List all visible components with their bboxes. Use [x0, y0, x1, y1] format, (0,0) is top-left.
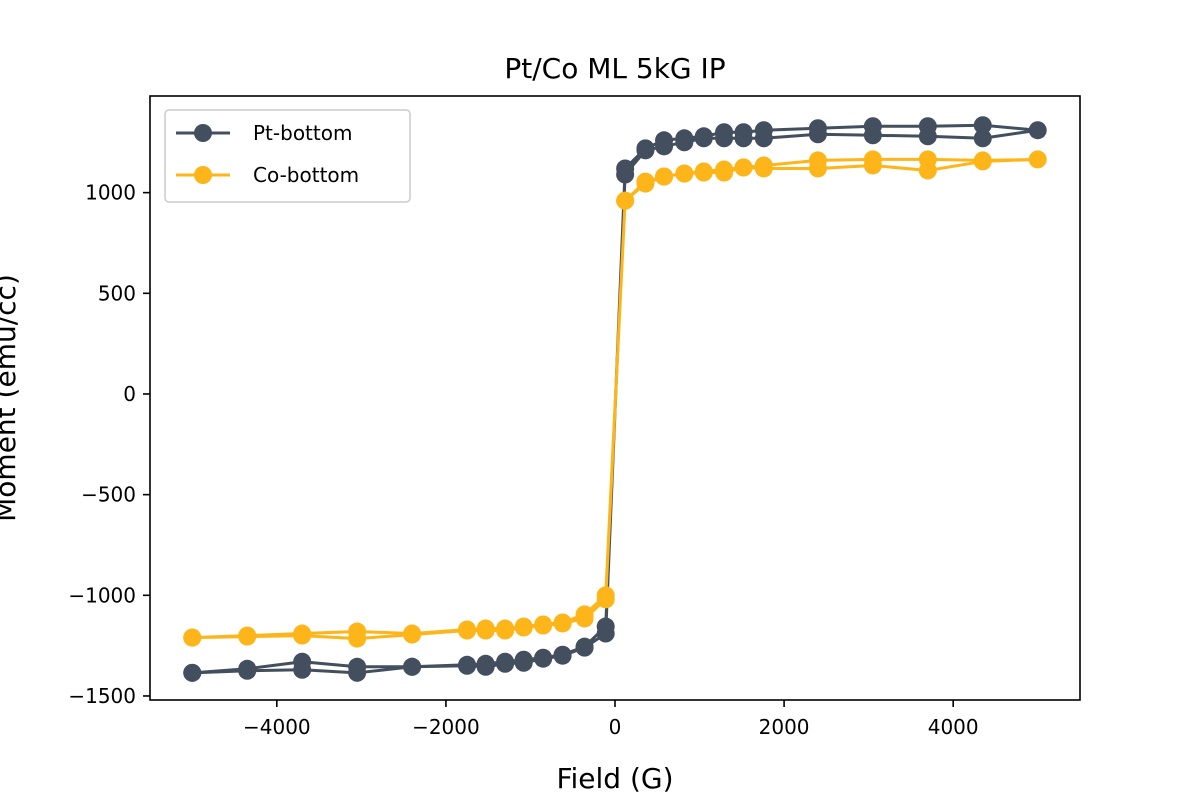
series-pt-bottom: [183, 116, 1047, 682]
data-point-pt-bottom: [476, 654, 495, 673]
data-point-co-bottom: [1028, 150, 1047, 169]
data-point-co-bottom: [348, 622, 367, 641]
x-axis: −4000 −2000 0 2000 4000: [243, 700, 979, 739]
data-point-co-bottom: [553, 613, 572, 632]
data-point-pt-bottom: [694, 129, 713, 148]
data-point-co-bottom: [596, 586, 615, 605]
data-point-pt-bottom: [496, 652, 515, 671]
data-point-pt-bottom: [293, 652, 312, 671]
y-tick-label: −500: [81, 483, 136, 507]
data-point-co-bottom: [715, 163, 734, 182]
data-point-co-bottom: [734, 158, 753, 177]
data-point-pt-bottom: [754, 129, 773, 148]
series-co-bottom: [183, 150, 1047, 648]
data-point-pt-bottom: [616, 165, 635, 184]
data-point-pt-bottom: [734, 129, 753, 148]
legend: Pt-bottom Co-bottom: [164, 109, 411, 203]
data-point-co-bottom: [238, 626, 257, 645]
x-tick-label: −4000: [243, 715, 311, 739]
data-point-pt-bottom: [403, 657, 422, 676]
data-point-pt-bottom: [514, 650, 533, 669]
x-tick-label: 2000: [759, 715, 810, 739]
data-point-co-bottom: [636, 172, 655, 191]
x-tick-label: −2000: [412, 715, 480, 739]
data-point-co-bottom: [293, 624, 312, 643]
data-point-co-bottom: [754, 159, 773, 178]
data-point-pt-bottom: [675, 133, 694, 152]
data-point-co-bottom: [575, 605, 594, 624]
data-point-pt-bottom: [808, 125, 827, 144]
data-point-co-bottom: [616, 191, 635, 210]
data-point-pt-bottom: [715, 129, 734, 148]
legend-label-co-bottom: Co-bottom: [253, 163, 359, 187]
data-point-pt-bottom: [863, 126, 882, 145]
data-point-pt-bottom: [636, 141, 655, 160]
legend-marker-co-bottom: [194, 166, 212, 184]
x-tick-label: 4000: [928, 715, 979, 739]
data-point-pt-bottom: [348, 657, 367, 676]
data-point-pt-bottom: [183, 663, 202, 682]
data-point-co-bottom: [918, 161, 937, 180]
data-point-co-bottom: [973, 152, 992, 171]
data-point-pt-bottom: [1028, 121, 1047, 140]
data-point-co-bottom: [476, 619, 495, 638]
y-axis: −1500 −1000 −500 0 500 1000: [68, 181, 150, 708]
data-point-co-bottom: [694, 163, 713, 182]
series-layer: [183, 116, 1047, 682]
data-point-pt-bottom: [596, 617, 615, 636]
data-point-pt-bottom: [458, 655, 477, 674]
legend-marker-pt-bottom: [194, 124, 212, 142]
y-tick-label: −1000: [68, 583, 136, 607]
data-point-co-bottom: [808, 159, 827, 178]
data-point-co-bottom: [458, 620, 477, 639]
y-tick-label: 0: [123, 382, 136, 406]
y-axis-label: Moment (emu/cc): [0, 274, 22, 522]
data-point-pt-bottom: [655, 137, 674, 156]
data-point-co-bottom: [863, 156, 882, 175]
x-tick-label: 0: [609, 715, 622, 739]
data-point-co-bottom: [183, 628, 202, 647]
data-point-pt-bottom: [534, 648, 553, 667]
y-tick-label: 1000: [85, 181, 136, 205]
data-point-co-bottom: [655, 167, 674, 186]
legend-label-pt-bottom: Pt-bottom: [253, 121, 352, 145]
data-point-pt-bottom: [238, 659, 257, 678]
data-point-pt-bottom: [575, 637, 594, 656]
data-point-pt-bottom: [918, 127, 937, 146]
data-point-co-bottom: [514, 617, 533, 636]
data-point-pt-bottom: [973, 129, 992, 148]
data-point-co-bottom: [675, 164, 694, 183]
chart-title: Pt/Co ML 5kG IP: [504, 52, 725, 85]
x-axis-label: Field (G): [556, 762, 673, 795]
data-point-co-bottom: [534, 615, 553, 634]
y-tick-label: 500: [98, 281, 136, 305]
data-point-co-bottom: [496, 619, 515, 638]
data-point-co-bottom: [403, 624, 422, 643]
data-point-pt-bottom: [973, 116, 992, 135]
y-tick-label: −1500: [68, 684, 136, 708]
data-point-pt-bottom: [553, 645, 572, 664]
